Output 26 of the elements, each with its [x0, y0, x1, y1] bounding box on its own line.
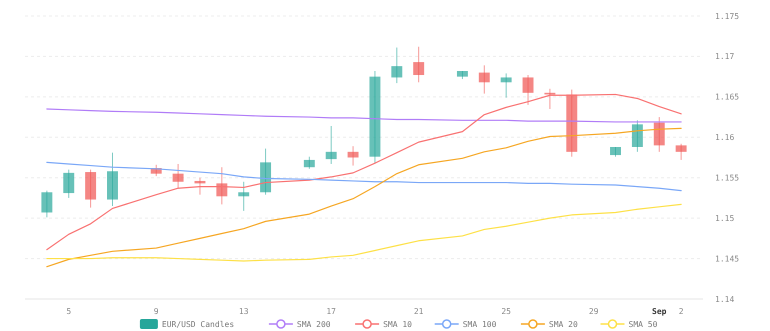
- x-tick-label: 2: [678, 306, 684, 316]
- legend-label: SMA 100: [462, 320, 497, 329]
- y-tick-label: 1.155: [715, 174, 740, 183]
- y-tick-label: 1.145: [715, 254, 740, 264]
- y-tick-label: 1.16: [715, 133, 734, 142]
- legend-label: SMA 200: [296, 320, 331, 329]
- y-tick-label: 1.15: [715, 214, 734, 223]
- x-tick-label: 17: [326, 306, 336, 316]
- line-series: [46, 162, 682, 192]
- line-series: [46, 94, 682, 250]
- x-tick-label: Sep: [652, 306, 667, 316]
- x-tick-label: 21: [414, 306, 424, 316]
- y-tick-label: 1.17: [715, 52, 734, 62]
- legend-label: SMA 10: [383, 320, 412, 329]
- x-tick-label: 25: [501, 306, 512, 316]
- legend-label: EUR/USD Candles: [162, 320, 234, 329]
- line-series: [46, 204, 682, 262]
- x-tick-label: 29: [588, 306, 599, 316]
- legend-label: SMA 50: [628, 320, 658, 329]
- x-tick-label: 5: [66, 306, 72, 316]
- x-tick-label: 13: [238, 306, 249, 316]
- x-tick-label: 9: [154, 306, 159, 316]
- y-tick-label: 1.14: [715, 294, 734, 304]
- y-tick-label: 1.175: [715, 12, 740, 21]
- y-tick-label: 1.165: [715, 92, 740, 102]
- legend-label: SMA 20: [548, 320, 578, 329]
